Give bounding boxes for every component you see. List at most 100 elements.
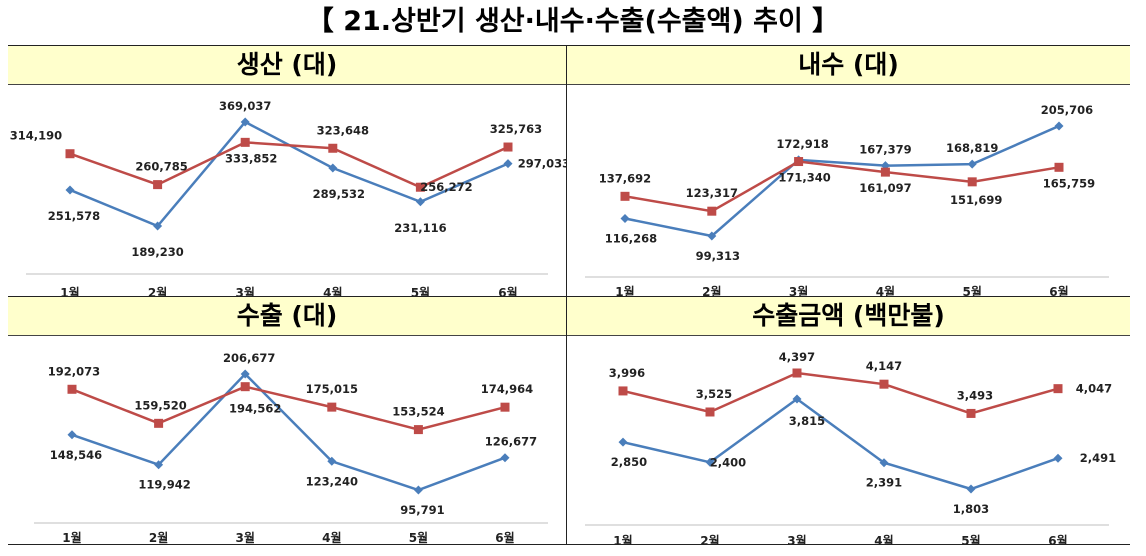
x-tick-label: 2월	[148, 285, 167, 296]
data-point	[154, 418, 164, 428]
series-line-2021	[622, 371, 1059, 415]
data-label: 3,815	[789, 414, 825, 428]
data-point	[879, 458, 889, 468]
x-tick-label: 5월	[961, 533, 980, 544]
data-point	[880, 167, 890, 177]
data-point	[67, 430, 77, 440]
data-label: 172,918	[776, 137, 828, 151]
data-point	[240, 117, 250, 127]
data-label: 260,785	[135, 160, 187, 174]
x-tick-label: 5월	[963, 284, 982, 296]
data-point	[620, 213, 630, 223]
data-label: 119,942	[138, 478, 190, 492]
x-tick-label: 6월	[1049, 284, 1068, 296]
data-point	[1053, 384, 1063, 394]
panel-domestic: 내수 (대) 1월 2월 3월 4월 5월 6월 116,268 99,313 172,918 1…	[567, 46, 1130, 296]
data-point	[1053, 453, 1063, 463]
series-line-2020	[624, 124, 1060, 238]
data-label: 297,033	[518, 157, 566, 171]
series-line-2021	[69, 141, 509, 189]
series-line-2020	[69, 120, 509, 228]
data-point	[413, 485, 423, 495]
data-point	[65, 185, 75, 195]
data-point	[154, 460, 164, 470]
data-point	[240, 369, 250, 379]
data-point	[792, 368, 802, 378]
data-point	[500, 402, 510, 412]
data-label: 333,852	[225, 151, 277, 165]
series-line-2021	[624, 160, 1060, 213]
data-label: 116,268	[605, 231, 657, 245]
data-label: 323,648	[317, 123, 369, 137]
x-tick-label: 6월	[498, 285, 517, 296]
data-point	[792, 394, 802, 404]
production-chart: 1월 2월 3월 4월 5월 6월 251,578 189,230 369,037 289,532…	[10, 99, 566, 296]
x-tick-label: 4월	[322, 530, 341, 544]
data-label: 192,073	[48, 364, 100, 378]
data-label: 369,037	[219, 99, 271, 113]
series-line-2020	[71, 372, 506, 492]
data-label: 174,964	[481, 382, 533, 396]
x-tick-label: 2월	[702, 284, 721, 296]
x-tick-label: 1월	[62, 530, 81, 544]
data-label: 2,400	[710, 455, 746, 469]
data-point	[415, 197, 425, 207]
data-point	[967, 159, 977, 169]
data-label: 161,097	[859, 181, 911, 195]
x-tick-label: 4월	[323, 285, 342, 296]
data-label: 3,996	[609, 366, 645, 380]
data-point	[153, 180, 163, 190]
data-label: 151,699	[950, 193, 1002, 207]
data-label: 3,525	[696, 387, 732, 401]
data-point	[1054, 121, 1064, 131]
data-point	[707, 206, 717, 216]
data-label: 4,397	[779, 350, 815, 364]
data-label: 123,240	[306, 474, 358, 488]
frame-bottom	[8, 544, 1130, 545]
data-point	[705, 407, 715, 417]
data-point	[1054, 162, 1064, 172]
panel-title: 내수 (대)	[567, 46, 1130, 85]
data-point	[503, 142, 513, 152]
data-point	[794, 157, 804, 167]
data-point	[879, 379, 889, 389]
x-tick-label: 3월	[236, 285, 255, 296]
frame-top	[8, 45, 1130, 46]
data-label: 99,313	[696, 249, 740, 263]
data-label: 256,272	[420, 180, 472, 194]
panel-production: 생산 (대) 1월 2월 3월 4월 5월 6월 251,578 189,230 369,037…	[8, 46, 566, 296]
data-label: 167,379	[859, 143, 911, 157]
data-label: 325,763	[490, 122, 542, 136]
data-point	[500, 453, 510, 463]
data-point	[328, 163, 338, 173]
page-title: 【 21.상반기 생산·내수·수출(수출액) 추이 】	[306, 6, 840, 37]
panel-title: 수출 (대)	[8, 297, 566, 336]
domestic-chart: 1월 2월 3월 4월 5월 6월 116,268 99,313 172,918 167,379 1…	[585, 103, 1109, 296]
data-label: 95,791	[400, 503, 444, 517]
x-tick-label: 6월	[495, 530, 514, 544]
data-point	[503, 159, 513, 169]
data-label: 165,759	[1043, 176, 1095, 190]
data-point	[620, 191, 630, 201]
data-point	[65, 149, 75, 159]
data-label: 2,391	[866, 476, 902, 490]
data-label: 3,493	[957, 388, 993, 402]
data-point	[705, 457, 715, 467]
data-label: 168,819	[946, 141, 998, 155]
frame-middle	[8, 296, 1130, 297]
data-label: 194,562	[229, 402, 281, 416]
data-label: 2,491	[1080, 451, 1116, 465]
x-tick-label: 1월	[615, 284, 634, 296]
series-line-2021	[71, 385, 506, 431]
panel-export: 수출 (대) 1월 2월 3월 4월 5월 6월 148,546 119,942 206,677…	[8, 297, 566, 544]
x-tick-label: 6월	[1048, 533, 1067, 544]
data-label: 314,190	[10, 129, 62, 143]
frame-divider	[566, 45, 567, 545]
data-point	[153, 221, 163, 231]
data-point	[240, 382, 250, 392]
data-label: 2,850	[611, 455, 647, 469]
panel-title: 수출금액 (백만불)	[567, 297, 1130, 336]
x-tick-label: 1월	[60, 285, 79, 296]
data-point	[707, 231, 717, 241]
data-point	[618, 386, 628, 396]
